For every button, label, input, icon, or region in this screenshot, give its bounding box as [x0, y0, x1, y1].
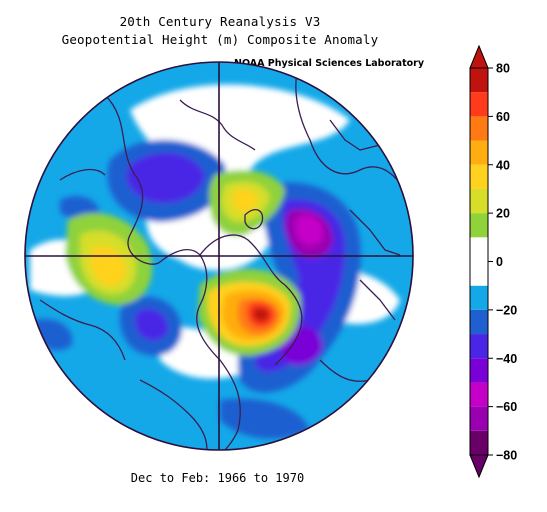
polar-anomaly-map [24, 61, 414, 451]
colorbar-swatch [470, 68, 488, 93]
title-line-1: 20th Century Reanalysis V3 [119, 14, 321, 29]
colorbar-tick-label: 40 [496, 158, 510, 172]
colorbar-swatches [469, 44, 489, 479]
colorbar-tick-label: −80 [496, 449, 517, 463]
colorbar-swatch [470, 382, 488, 407]
colorbar-min-arrow [469, 454, 489, 479]
colorbar-swatch [470, 430, 488, 455]
colorbar-swatch [470, 358, 488, 383]
colorbar-swatch [470, 92, 488, 117]
colorbar-tick-label: 0 [496, 255, 503, 269]
colorbar-tick-label: 60 [496, 110, 510, 124]
colorbar-tick-label: −60 [496, 400, 517, 414]
time-period-label: Dec to Feb: 1966 to 1970 [130, 471, 305, 485]
title-line-2: Geopotential Height (m) Composite Anomal… [61, 32, 379, 47]
colorbar-swatch [470, 213, 488, 238]
colorbar-swatch [470, 188, 488, 214]
colorbar-swatch [470, 334, 488, 359]
credit-label: NOAA Physical Sciences Laboratory [234, 58, 425, 69]
colorbar-swatch [470, 140, 488, 165]
colorbar-swatch [470, 116, 488, 141]
colorbar-max-arrow [469, 44, 489, 69]
colorbar-labels: 80 60 40 20 0 −20 −40 −60 −80 [496, 62, 517, 463]
colorbar-tick-label: 20 [496, 207, 510, 221]
coastlines [39, 62, 413, 450]
colorbar-swatch [470, 237, 488, 286]
colorbar-tick-label: 80 [496, 62, 510, 76]
colorbar-swatch [470, 406, 488, 431]
colorbar-tick-label: −40 [496, 352, 517, 366]
map-boundary [24, 61, 414, 451]
colorbar-ticks [488, 67, 493, 456]
colorbar-tick-label: −20 [496, 303, 517, 317]
colorbar-swatch [470, 285, 488, 310]
colorbar-swatch [470, 309, 488, 335]
colorbar-swatch [470, 164, 488, 189]
